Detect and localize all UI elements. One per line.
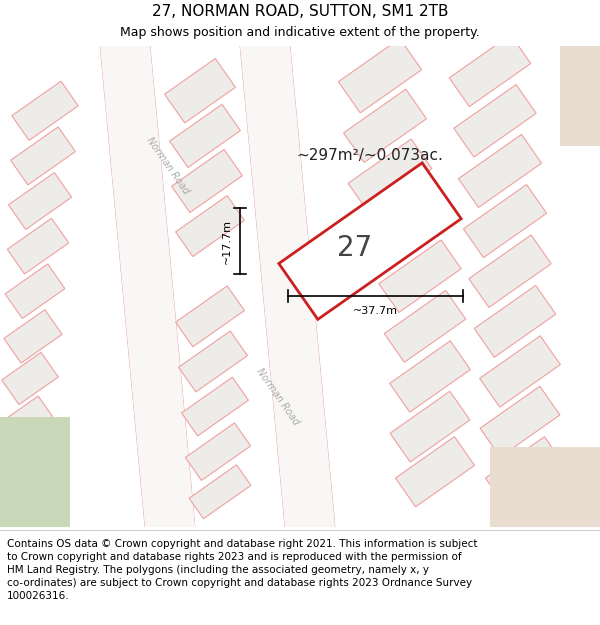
Polygon shape [379, 240, 461, 312]
Polygon shape [395, 437, 475, 507]
Text: 27, NORMAN ROAD, SUTTON, SM1 2TB: 27, NORMAN ROAD, SUTTON, SM1 2TB [152, 4, 448, 19]
Polygon shape [8, 173, 71, 229]
Polygon shape [0, 417, 70, 527]
Text: Norman Road: Norman Road [254, 366, 301, 427]
Text: ~17.7m: ~17.7m [222, 219, 232, 264]
Polygon shape [454, 84, 536, 157]
Polygon shape [240, 46, 335, 527]
Polygon shape [5, 264, 65, 319]
Text: Norman Road: Norman Road [145, 136, 191, 196]
Polygon shape [164, 59, 235, 123]
Polygon shape [474, 286, 556, 357]
Polygon shape [480, 386, 560, 457]
Text: Contains OS data © Crown copyright and database right 2021. This information is : Contains OS data © Crown copyright and d… [7, 539, 478, 601]
Polygon shape [189, 465, 251, 519]
Polygon shape [338, 39, 422, 113]
Polygon shape [390, 391, 470, 462]
Polygon shape [344, 89, 427, 162]
Polygon shape [560, 46, 600, 146]
Text: ~37.7m: ~37.7m [353, 306, 398, 316]
Polygon shape [279, 163, 461, 319]
Polygon shape [176, 196, 244, 256]
Polygon shape [469, 235, 551, 308]
Polygon shape [374, 190, 456, 262]
Polygon shape [384, 291, 466, 362]
Polygon shape [182, 378, 248, 436]
Polygon shape [2, 352, 58, 404]
Polygon shape [4, 309, 62, 363]
Polygon shape [449, 35, 531, 107]
Polygon shape [348, 139, 432, 213]
Polygon shape [389, 341, 470, 412]
Polygon shape [172, 149, 242, 213]
Polygon shape [458, 134, 542, 208]
Polygon shape [185, 423, 251, 481]
Polygon shape [12, 81, 78, 141]
Polygon shape [170, 104, 241, 168]
Polygon shape [11, 127, 76, 185]
Polygon shape [179, 331, 247, 392]
Polygon shape [490, 447, 600, 527]
Polygon shape [176, 286, 244, 347]
Polygon shape [485, 437, 565, 507]
Text: Map shows position and indicative extent of the property.: Map shows position and indicative extent… [120, 26, 480, 39]
Polygon shape [479, 336, 560, 407]
Polygon shape [0, 440, 52, 489]
Polygon shape [100, 46, 195, 527]
Polygon shape [463, 184, 547, 258]
Text: 27: 27 [337, 234, 373, 262]
Text: ~297m²/~0.073ac.: ~297m²/~0.073ac. [296, 148, 443, 163]
Polygon shape [1, 396, 55, 447]
Polygon shape [7, 218, 69, 274]
